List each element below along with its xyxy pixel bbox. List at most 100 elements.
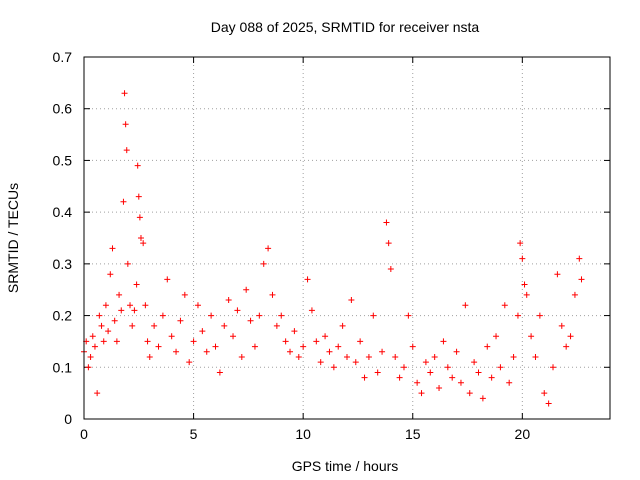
data-point bbox=[418, 390, 425, 397]
data-point bbox=[501, 302, 508, 309]
data-point bbox=[190, 338, 197, 345]
y-axis-label: SRMTID / TECUs bbox=[5, 183, 21, 293]
data-point bbox=[107, 271, 114, 278]
data-point bbox=[221, 322, 228, 329]
data-point bbox=[471, 359, 478, 366]
data-point bbox=[247, 317, 254, 324]
data-point bbox=[287, 348, 294, 355]
data-point bbox=[151, 322, 158, 329]
data-point bbox=[118, 307, 125, 314]
data-point bbox=[361, 374, 368, 381]
data-point bbox=[212, 343, 219, 350]
data-point bbox=[335, 343, 342, 350]
y-tick-label: 0.2 bbox=[53, 308, 73, 324]
data-point bbox=[251, 343, 258, 350]
data-point bbox=[131, 307, 138, 314]
data-point bbox=[96, 312, 103, 319]
data-point bbox=[120, 198, 127, 205]
data-point bbox=[129, 322, 136, 329]
data-point bbox=[295, 353, 302, 360]
data-point bbox=[168, 333, 175, 340]
data-point bbox=[100, 338, 107, 345]
data-point bbox=[308, 307, 315, 314]
data-point bbox=[541, 390, 548, 397]
data-point bbox=[427, 369, 434, 376]
x-tick-label: 15 bbox=[405, 426, 421, 442]
data-point bbox=[313, 338, 320, 345]
data-point bbox=[510, 353, 517, 360]
data-point bbox=[265, 245, 272, 252]
data-point bbox=[85, 364, 92, 371]
data-point bbox=[91, 343, 98, 350]
data-point bbox=[123, 147, 130, 154]
data-point bbox=[113, 338, 120, 345]
data-point bbox=[414, 379, 421, 386]
data-point bbox=[291, 328, 298, 335]
data-point bbox=[142, 302, 149, 309]
y-tick-label: 0.7 bbox=[53, 49, 73, 65]
data-point bbox=[87, 353, 94, 360]
data-point bbox=[462, 302, 469, 309]
data-point bbox=[238, 353, 245, 360]
data-point bbox=[479, 395, 486, 402]
data-point bbox=[475, 369, 482, 376]
y-tick-label: 0.5 bbox=[53, 152, 73, 168]
y-tick-label: 0.1 bbox=[53, 359, 73, 375]
data-point bbox=[422, 359, 429, 366]
data-point bbox=[528, 333, 535, 340]
x-tick-label: 20 bbox=[515, 426, 531, 442]
data-point bbox=[506, 379, 513, 386]
data-point bbox=[137, 235, 144, 241]
data-point bbox=[282, 338, 289, 345]
data-point bbox=[545, 400, 552, 407]
data-point bbox=[383, 219, 390, 226]
data-point bbox=[558, 322, 565, 329]
x-tick-label: 5 bbox=[190, 426, 198, 442]
data-point bbox=[436, 384, 443, 391]
data-point bbox=[550, 364, 557, 371]
y-tick-label: 0.6 bbox=[53, 101, 73, 117]
data-point bbox=[405, 312, 412, 319]
data-point bbox=[273, 322, 280, 329]
y-tick-label: 0.4 bbox=[53, 204, 73, 220]
data-point bbox=[317, 359, 324, 366]
data-point bbox=[457, 379, 464, 386]
data-point bbox=[278, 312, 285, 319]
chart-title: Day 088 of 2025, SRMTID for receiver nst… bbox=[211, 19, 480, 35]
data-point bbox=[136, 214, 143, 221]
data-point bbox=[536, 312, 543, 319]
data-point bbox=[385, 240, 392, 247]
data-point bbox=[234, 307, 241, 314]
data-point bbox=[116, 291, 123, 298]
data-point bbox=[322, 333, 329, 340]
data-point bbox=[357, 338, 364, 345]
data-point bbox=[431, 353, 438, 360]
data-point bbox=[519, 255, 526, 262]
x-tick-labels: 0 5 10 15 20 bbox=[80, 426, 530, 442]
data-point bbox=[521, 281, 528, 288]
data-point bbox=[387, 266, 394, 273]
data-point bbox=[140, 240, 147, 247]
data-point bbox=[571, 291, 578, 298]
y-tick-label: 0.3 bbox=[53, 256, 73, 272]
data-point bbox=[269, 291, 276, 298]
data-point bbox=[177, 317, 184, 324]
data-point bbox=[146, 353, 153, 360]
data-point bbox=[392, 353, 399, 360]
data-point bbox=[203, 348, 210, 355]
data-point bbox=[181, 291, 188, 298]
data-point bbox=[379, 348, 386, 355]
data-point bbox=[133, 281, 140, 288]
plot-frame bbox=[83, 56, 611, 420]
y-tick-labels: 0 0.1 0.2 0.3 0.4 0.5 0.6 0.7 bbox=[53, 49, 73, 427]
data-point bbox=[348, 297, 355, 304]
data-point bbox=[173, 348, 180, 355]
data-point bbox=[98, 322, 105, 329]
data-point bbox=[326, 348, 333, 355]
data-point bbox=[488, 374, 495, 381]
data-point bbox=[532, 353, 539, 360]
data-point bbox=[109, 245, 116, 252]
data-point bbox=[330, 364, 337, 371]
data-point bbox=[304, 276, 311, 283]
